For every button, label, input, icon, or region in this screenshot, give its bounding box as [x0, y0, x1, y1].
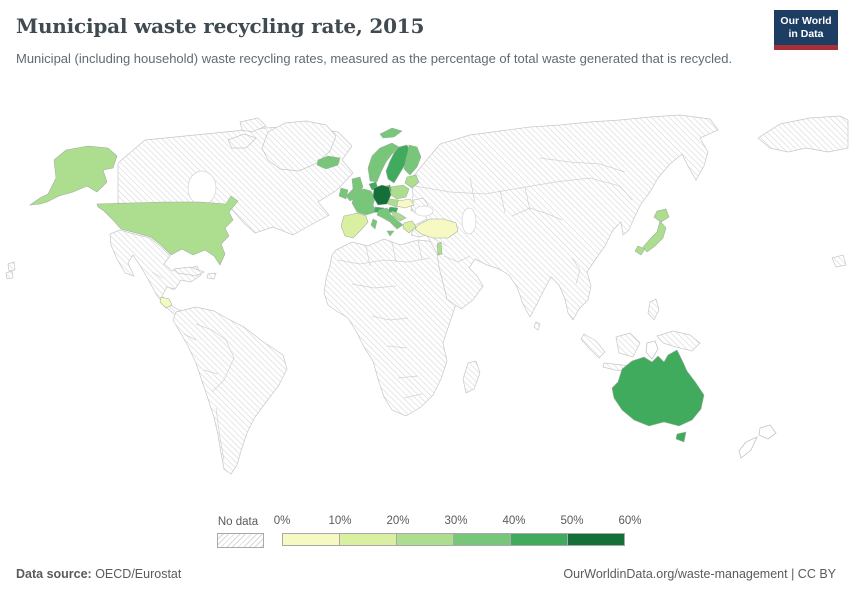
region-madagascar-nodata[interactable]: [463, 361, 480, 393]
owid-logo[interactable]: Our World in Data: [774, 10, 838, 51]
chart-subtitle: Municipal (including household) waste re…: [16, 51, 733, 66]
region-greenland-nodata[interactable]: [262, 121, 336, 171]
country-germany[interactable]: [373, 185, 391, 205]
country-ireland[interactable]: [339, 188, 348, 199]
country-turkey[interactable]: [415, 219, 458, 238]
africa-internal-borders: [338, 241, 430, 398]
region-new-zealand-nodata[interactable]: [759, 425, 776, 439]
region-sri-lanka-nodata[interactable]: [534, 322, 540, 330]
country-greece[interactable]: [403, 221, 416, 233]
country-slovenia-croatia[interactable]: [392, 211, 406, 221]
country-italy-sicily[interactable]: [387, 231, 394, 236]
legend-bin[interactable]: [339, 533, 397, 546]
country-japan-hokkaido[interactable]: [654, 209, 669, 222]
country-japan-kyushu[interactable]: [635, 246, 645, 255]
country-france[interactable]: [352, 189, 376, 215]
data-source: Data source: OECD/Eurostat: [16, 567, 181, 581]
region-africa-nodata[interactable]: [324, 239, 479, 416]
attribution-link: OurWorldinData.org/waste-management | CC…: [563, 567, 836, 581]
south-america-internal-borders: [184, 324, 234, 460]
asia-internal-borders: [415, 158, 632, 284]
country-italy[interactable]: [377, 208, 403, 229]
world-map: [0, 108, 850, 508]
country-finland[interactable]: [404, 145, 421, 175]
region-arctic-islands-nodata[interactable]: [228, 134, 256, 148]
country-usa-lower48[interactable]: [97, 196, 238, 265]
region-new-zealand-nodata[interactable]: [739, 437, 757, 458]
legend-bin[interactable]: [396, 533, 454, 546]
region-south-america-nodata[interactable]: [173, 307, 287, 474]
country-italy-sardinia[interactable]: [371, 219, 377, 229]
legend-tick-label: 30%: [444, 515, 468, 527]
data-source-label: Data source:: [16, 567, 92, 581]
page-title: Municipal waste recycling rate, 2015: [16, 14, 425, 38]
hudson-bay: [187, 170, 217, 206]
country-hungary-slovakia[interactable]: [397, 199, 414, 208]
logo-line2: in Data: [788, 28, 824, 41]
black-sea: [414, 205, 434, 217]
region-philippines-nodata[interactable]: [648, 299, 659, 320]
region-sulawesi-nodata[interactable]: [646, 341, 658, 359]
region-arctic-islands-nodata[interactable]: [240, 118, 266, 132]
legend-bin[interactable]: [567, 533, 625, 546]
legend-bin[interactable]: [282, 533, 340, 546]
legend-tick-label: 20%: [386, 515, 410, 527]
country-australia[interactable]: [612, 350, 704, 426]
region-sumatra-nodata[interactable]: [581, 334, 605, 358]
country-costa-rica[interactable]: [160, 297, 172, 308]
no-data-label: No data: [217, 516, 259, 528]
region-eurasia-nodata[interactable]: [411, 115, 718, 320]
caspian-sea: [461, 207, 477, 235]
country-svalbard[interactable]: [380, 128, 402, 138]
data-source-value: OECD/Eurostat: [91, 567, 182, 581]
region-new-guinea-nodata[interactable]: [657, 331, 700, 351]
legend-tick-label: 0%: [273, 515, 291, 527]
legend-tick-label: 60%: [618, 515, 642, 527]
region-pacific-fragment-nodata[interactable]: [6, 271, 13, 279]
region-pacific-fragment-nodata[interactable]: [8, 262, 15, 271]
legend-tick-label: 40%: [502, 515, 526, 527]
country-australia-tasmania[interactable]: [676, 432, 686, 442]
country-poland[interactable]: [391, 185, 409, 199]
legend-color-bar: [282, 533, 625, 546]
central-america-internal-borders: [152, 272, 174, 290]
no-data-swatch[interactable]: [217, 533, 264, 548]
legend-tick-labels: 0% 10% 20% 30% 40% 50% 60%: [274, 515, 642, 529]
region-russia-east-wrap-nodata[interactable]: [758, 116, 848, 152]
logo-accent-bar: [774, 45, 838, 51]
country-japan-honshu[interactable]: [643, 221, 666, 252]
country-usa-alaska[interactable]: [30, 146, 117, 205]
region-pacific-fragment-nodata[interactable]: [832, 255, 846, 267]
country-israel[interactable]: [437, 242, 442, 255]
logo-line1: Our World: [780, 15, 832, 27]
legend-bin[interactable]: [453, 533, 511, 546]
region-hispaniola-nodata[interactable]: [207, 273, 216, 279]
country-spain-portugal[interactable]: [341, 213, 368, 238]
region-borneo-nodata[interactable]: [616, 333, 640, 357]
region-cuba-nodata[interactable]: [174, 267, 204, 276]
legend-tick-label: 10%: [328, 515, 352, 527]
legend-bin[interactable]: [510, 533, 568, 546]
country-iceland[interactable]: [317, 156, 340, 169]
legend-tick-label: 50%: [560, 515, 584, 527]
country-baltic-states[interactable]: [405, 175, 419, 188]
